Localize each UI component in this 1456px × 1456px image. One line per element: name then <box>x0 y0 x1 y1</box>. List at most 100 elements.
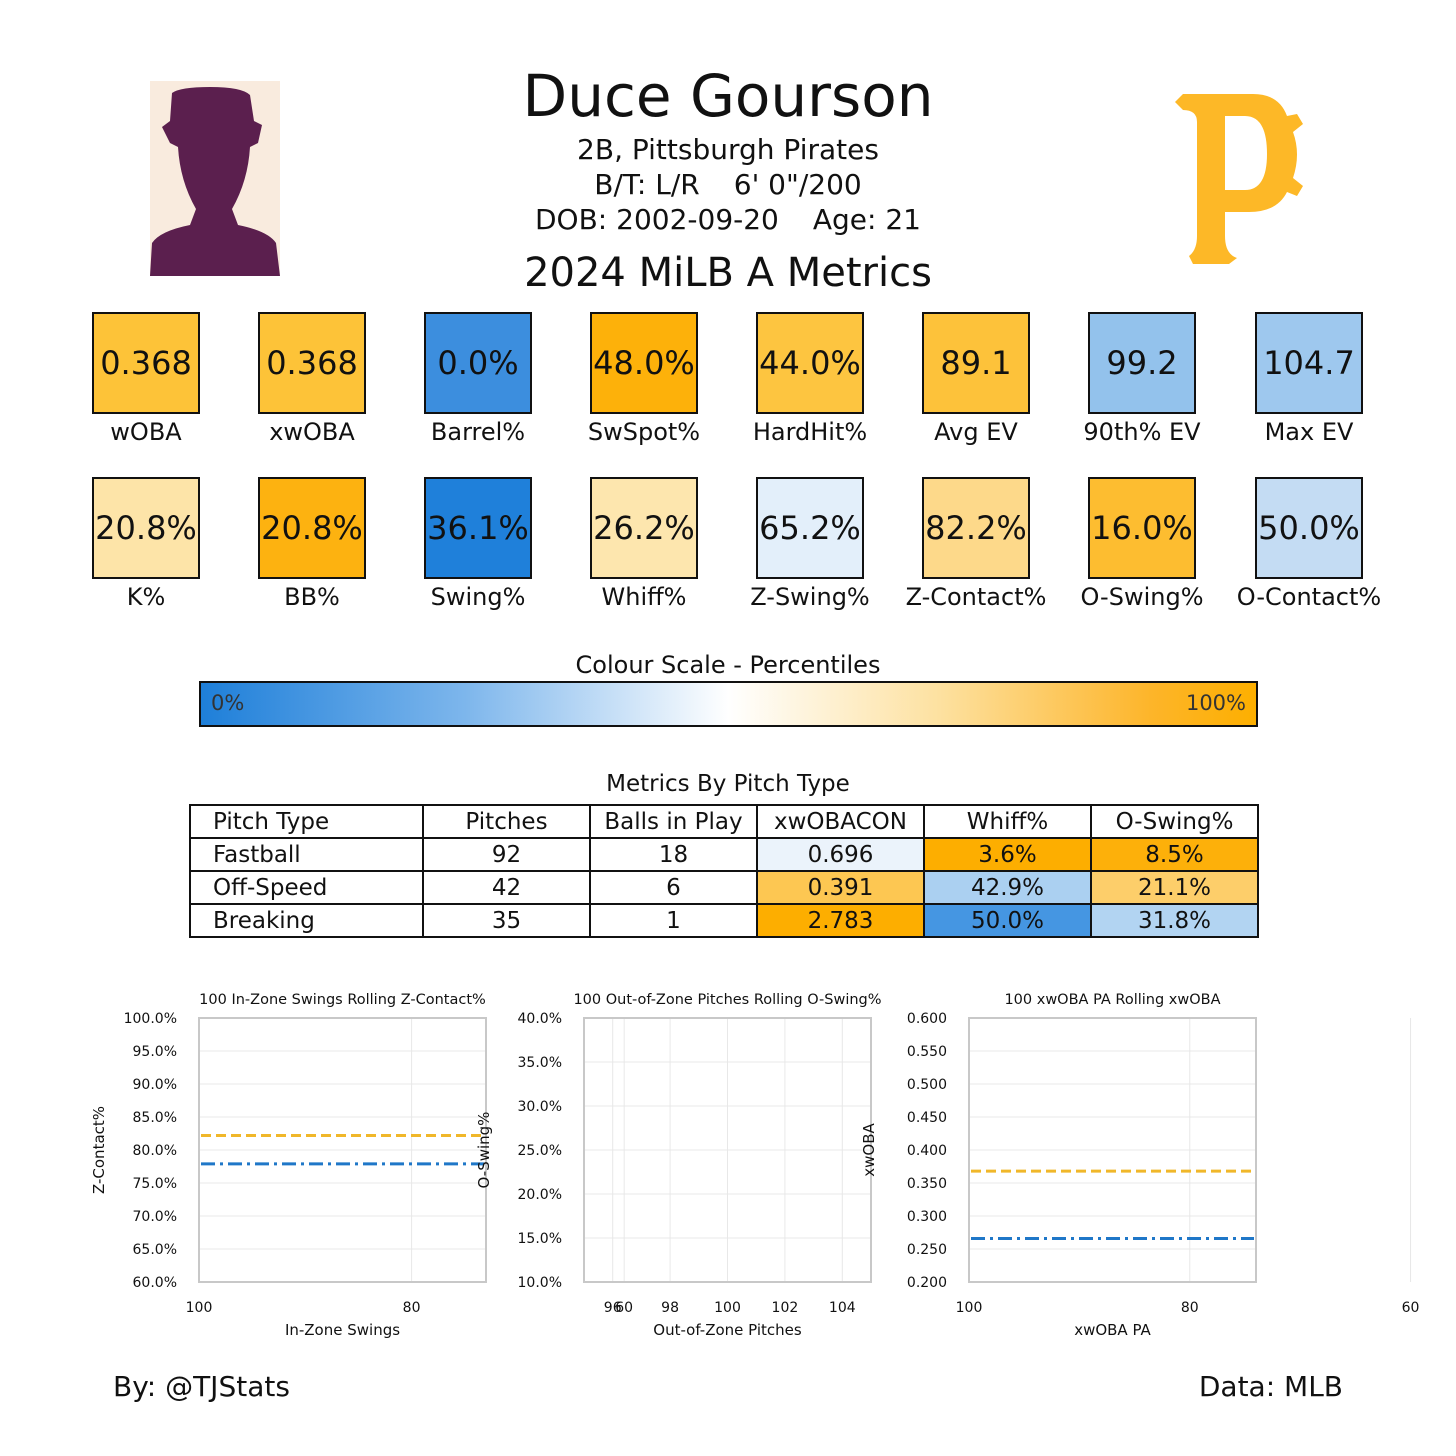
plot-frame <box>198 1017 487 1283</box>
chart-title: 100 xwOBA PA Rolling xwOBA <box>1004 992 1220 1008</box>
y-tick-label: 0.250 <box>907 1242 947 1258</box>
bio-line: B/T: L/R 6' 0"/200 <box>0 168 1456 202</box>
column-header: Balls in Play <box>589 804 758 839</box>
x-axis-label: In-Zone Swings <box>285 1321 400 1339</box>
table-cell: 2.783 <box>756 903 925 938</box>
metric-tile-woba: 0.368 <box>92 312 200 414</box>
chart-title: 100 Out-of-Zone Pitches Rolling O-Swing% <box>573 992 881 1008</box>
height-weight: 6' 0"/200 <box>733 168 862 201</box>
table-cell: 21.1% <box>1090 870 1259 905</box>
metric-tile-k-pct: 20.8% <box>92 477 200 579</box>
metric-label: SwSpot% <box>587 418 701 446</box>
column-header: Pitches <box>422 804 591 839</box>
metric-label: Swing% <box>430 583 526 611</box>
x-tick-label: 96 <box>604 1300 622 1316</box>
rolling-charts: 60.0% 65.0% 70.0% 75.0% 80.0% 85.0% 90.0% 95.0%… <box>90 992 1419 1339</box>
table-row: Off-Speed 42 6 0.391 42.9% 21.1% <box>189 870 1259 905</box>
y-tick-label: 0.500 <box>907 1077 947 1093</box>
metric-label: Whiff% <box>601 583 687 611</box>
x-tick-label: 104 <box>829 1300 856 1316</box>
metric-label: Avg EV <box>934 418 1018 446</box>
table-cell: 1 <box>589 903 758 938</box>
y-tick-label: 0.350 <box>907 1176 947 1192</box>
metric-value: 0.368 <box>266 344 358 382</box>
y-tick-label: 70.0% <box>133 1209 177 1225</box>
y-tick-label: 0.600 <box>907 1011 947 1027</box>
y-tick-label: 75.0% <box>133 1176 177 1192</box>
bats-throws: B/T: L/R <box>594 168 700 201</box>
player-headshot <box>150 81 280 276</box>
x-tick-label: 80 <box>403 1300 421 1316</box>
age: Age: 21 <box>812 203 921 236</box>
y-tick-label: 100.0% <box>124 1011 177 1027</box>
metric-label: Z-Contact% <box>905 583 1047 611</box>
table-cell: 0.696 <box>756 837 925 872</box>
date-of-birth: DOB: 2002-09-20 <box>535 203 779 236</box>
table-cell: Breaking <box>189 903 424 938</box>
metric-value: 99.2 <box>1106 344 1178 382</box>
metric-tile-whiff-pct: 26.2% <box>590 477 698 579</box>
metric-label: xwOBA <box>269 418 355 446</box>
table-cell: 50.0% <box>923 903 1092 938</box>
team-logo-icon <box>1175 94 1303 264</box>
data-source: Data: MLB <box>1198 1370 1343 1403</box>
metric-tile-o-contact-pct: 50.0% <box>1255 477 1363 579</box>
metric-label: wOBA <box>110 418 182 446</box>
y-tick-label: 0.200 <box>907 1275 947 1291</box>
x-axis-label: Out-of-Zone Pitches <box>653 1321 802 1339</box>
color-scale-bar: 0% 100% <box>199 681 1258 727</box>
table-cell: 42 <box>422 870 591 905</box>
color-scale-min: 0% <box>211 691 245 715</box>
metric-value: 50.0% <box>1258 509 1360 547</box>
metric-tile-bb-pct: 20.8% <box>258 477 366 579</box>
metric-tile-z-swing-pct: 65.2% <box>756 477 864 579</box>
pitch-table-title: Metrics By Pitch Type <box>606 771 850 797</box>
metric-tile-o-swing-pct: 16.0% <box>1088 477 1196 579</box>
metric-value: 16.0% <box>1091 509 1193 547</box>
table-cell: Off-Speed <box>189 870 424 905</box>
y-tick-label: 0.450 <box>907 1110 947 1126</box>
y-tick-label: 60.0% <box>133 1275 177 1291</box>
y-axis-label: Z-Contact% <box>90 1106 108 1194</box>
table-cell: Fastball <box>189 837 424 872</box>
author-credit: By: @TJStats <box>113 1370 290 1403</box>
position-team: 2B, Pittsburgh Pirates <box>577 133 879 166</box>
table-cell: 0.391 <box>756 870 925 905</box>
metric-value: 82.2% <box>925 509 1027 547</box>
metric-label: BB% <box>284 583 340 611</box>
x-tick-label: 60 <box>615 1300 633 1316</box>
table-cell: 8.5% <box>1090 837 1259 872</box>
metric-label: Z-Swing% <box>750 583 870 611</box>
y-tick-label: 90.0% <box>133 1077 177 1093</box>
column-header: O-Swing% <box>1090 804 1259 839</box>
y-axis-label: xwOBA <box>860 1123 878 1177</box>
y-tick-label: 20.0% <box>518 1187 562 1203</box>
chart-2: 0.200 0.250 0.300 0.350 0.400 0.450 0.500 0.550… <box>860 992 1419 1339</box>
y-tick-label: 30.0% <box>518 1099 562 1115</box>
chart-1: 10.0% 15.0% 20.0% 25.0% 30.0% 35.0% 40.0% 96 98 1… <box>475 992 882 1339</box>
y-tick-label: 80.0% <box>133 1143 177 1159</box>
metric-tile-hardhit-pct: 44.0% <box>756 312 864 414</box>
chart-0: 60.0% 65.0% 70.0% 75.0% 80.0% 85.0% 90.0% 95.0%… <box>90 992 633 1339</box>
player-name: Duce Gourson <box>522 62 934 130</box>
metric-label: HardHit% <box>752 418 868 446</box>
x-tick-label: 100 <box>714 1300 741 1316</box>
metric-tile-90th-pct-ev: 99.2 <box>1088 312 1196 414</box>
column-header: xwOBACON <box>756 804 925 839</box>
y-tick-label: 40.0% <box>518 1011 562 1027</box>
metrics-title: 2024 MiLB A Metrics <box>524 250 932 296</box>
metric-tile-swspot-pct: 48.0% <box>590 312 698 414</box>
pitch-type-table: Pitch Type Pitches Balls in Play xwOBACON Wh… <box>189 804 1259 938</box>
y-tick-label: 0.400 <box>907 1143 947 1159</box>
metric-value: 26.2% <box>593 509 695 547</box>
y-tick-label: 15.0% <box>518 1231 562 1247</box>
y-tick-label: 0.550 <box>907 1044 947 1060</box>
column-header: Whiff% <box>923 804 1092 839</box>
x-tick-label: 98 <box>661 1300 679 1316</box>
y-axis-label: O-Swing% <box>475 1112 493 1189</box>
chart-title: 100 In-Zone Swings Rolling Z-Contact% <box>199 992 486 1008</box>
y-tick-label: 95.0% <box>133 1044 177 1060</box>
table-cell: 18 <box>589 837 758 872</box>
metric-value: 65.2% <box>759 509 861 547</box>
metric-value: 20.8% <box>95 509 197 547</box>
